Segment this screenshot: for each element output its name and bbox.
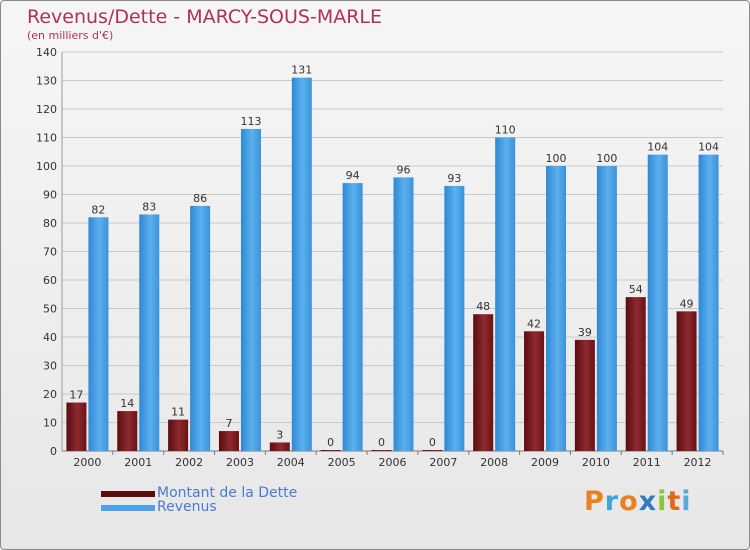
bar-dette: [524, 331, 545, 451]
data-label-revenus: 83: [142, 200, 156, 213]
bar-revenus: [647, 154, 668, 451]
bar-revenus: [88, 217, 109, 451]
bar-dette: [269, 442, 290, 451]
data-label-dette: 0: [327, 436, 334, 449]
logo-letter: o: [619, 486, 639, 517]
data-label-dette: 42: [527, 317, 541, 330]
x-tick-label: 2001: [124, 456, 152, 469]
bar-dette: [371, 450, 392, 451]
logo-letter: t: [667, 486, 682, 517]
y-tick-label: 0: [50, 445, 57, 458]
bar-revenus: [444, 185, 465, 451]
legend-label-dette: Montant de la Dette: [157, 485, 298, 501]
data-label-dette: 17: [69, 389, 83, 402]
data-label-revenus: 113: [240, 115, 261, 128]
y-tick-label: 140: [36, 46, 57, 59]
bar-revenus: [139, 214, 160, 451]
x-tick-label: 2011: [633, 456, 661, 469]
x-tick-label: 2000: [73, 456, 101, 469]
data-label-dette: 7: [225, 417, 232, 430]
x-tick-label: 2007: [429, 456, 457, 469]
x-tick-label: 2012: [684, 456, 712, 469]
y-tick-label: 80: [43, 217, 57, 230]
bar-revenus: [495, 137, 516, 451]
data-label-revenus: 104: [698, 141, 719, 154]
data-label-dette: 0: [429, 436, 436, 449]
proxiti-logo: Proxiti: [584, 486, 692, 517]
bar-revenus: [190, 205, 211, 451]
data-label-revenus: 94: [346, 169, 360, 182]
data-label-revenus: 131: [291, 64, 312, 77]
y-tick-label: 60: [43, 274, 57, 287]
data-label-revenus: 100: [596, 152, 617, 165]
y-tick-label: 100: [36, 160, 57, 173]
bar-dette: [574, 339, 595, 451]
data-label-dette: 54: [629, 283, 643, 296]
x-tick-label: 2006: [379, 456, 407, 469]
x-tick-label: 2009: [531, 456, 559, 469]
bar-dette: [168, 419, 189, 451]
data-label-dette: 0: [378, 436, 385, 449]
data-label-dette: 14: [120, 397, 134, 410]
y-tick-label: 50: [43, 303, 57, 316]
bar-dette: [473, 314, 494, 451]
y-tick-label: 30: [43, 360, 57, 373]
y-tick-label: 20: [43, 388, 57, 401]
bar-revenus: [291, 77, 312, 452]
logo-letter: r: [604, 486, 620, 517]
data-label-dette: 49: [680, 297, 694, 310]
chart-title: Revenus/Dette - MARCY-SOUS-MARLE: [27, 6, 383, 28]
data-label-revenus: 93: [447, 172, 461, 185]
x-tick-label: 2003: [226, 456, 254, 469]
bar-dette: [676, 311, 697, 451]
data-label-revenus: 100: [546, 152, 567, 165]
bar-dette: [320, 450, 341, 451]
x-tick-label: 2005: [328, 456, 356, 469]
x-tick-label: 2008: [480, 456, 508, 469]
data-label-dette: 39: [578, 326, 592, 339]
data-label-revenus: 82: [91, 203, 105, 216]
y-tick-label: 70: [43, 246, 57, 259]
data-label-revenus: 104: [647, 141, 668, 154]
bar-dette: [422, 450, 443, 451]
y-tick-label: 90: [43, 189, 57, 202]
logo-letter: i: [657, 486, 668, 517]
logo-letter: x: [638, 486, 658, 517]
y-tick-label: 120: [36, 103, 57, 116]
bar-dette: [117, 411, 138, 451]
chart-subtitle: (en milliers d'€): [27, 29, 114, 42]
x-tick-label: 2002: [175, 456, 203, 469]
legend-swatch-dette: [101, 491, 155, 497]
legend-label-revenus: Revenus: [157, 499, 217, 515]
data-label-revenus: 96: [397, 163, 411, 176]
bar-revenus: [240, 128, 261, 451]
y-tick-label: 10: [43, 417, 57, 430]
data-label-dette: 11: [171, 406, 185, 419]
logo-letter: i: [681, 486, 692, 517]
bar-revenus: [393, 177, 414, 451]
bar-dette: [66, 402, 87, 451]
legend-swatch-revenus: [101, 505, 155, 511]
bar-dette: [218, 431, 239, 451]
bar-dette: [625, 297, 646, 451]
y-tick-label: 40: [43, 331, 57, 344]
bar-revenus: [342, 183, 363, 451]
y-tick-label: 130: [36, 75, 57, 88]
data-label-revenus: 110: [495, 124, 516, 137]
x-tick-label: 2004: [277, 456, 305, 469]
bar-revenus: [698, 154, 719, 451]
data-label-dette: 48: [476, 300, 490, 313]
x-tick-label: 2010: [582, 456, 610, 469]
logo-letter: P: [584, 486, 605, 517]
bar-revenus: [546, 166, 567, 451]
data-label-dette: 3: [276, 428, 283, 441]
y-tick-label: 110: [36, 132, 57, 145]
bar-revenus: [596, 166, 617, 451]
data-label-revenus: 86: [193, 192, 207, 205]
